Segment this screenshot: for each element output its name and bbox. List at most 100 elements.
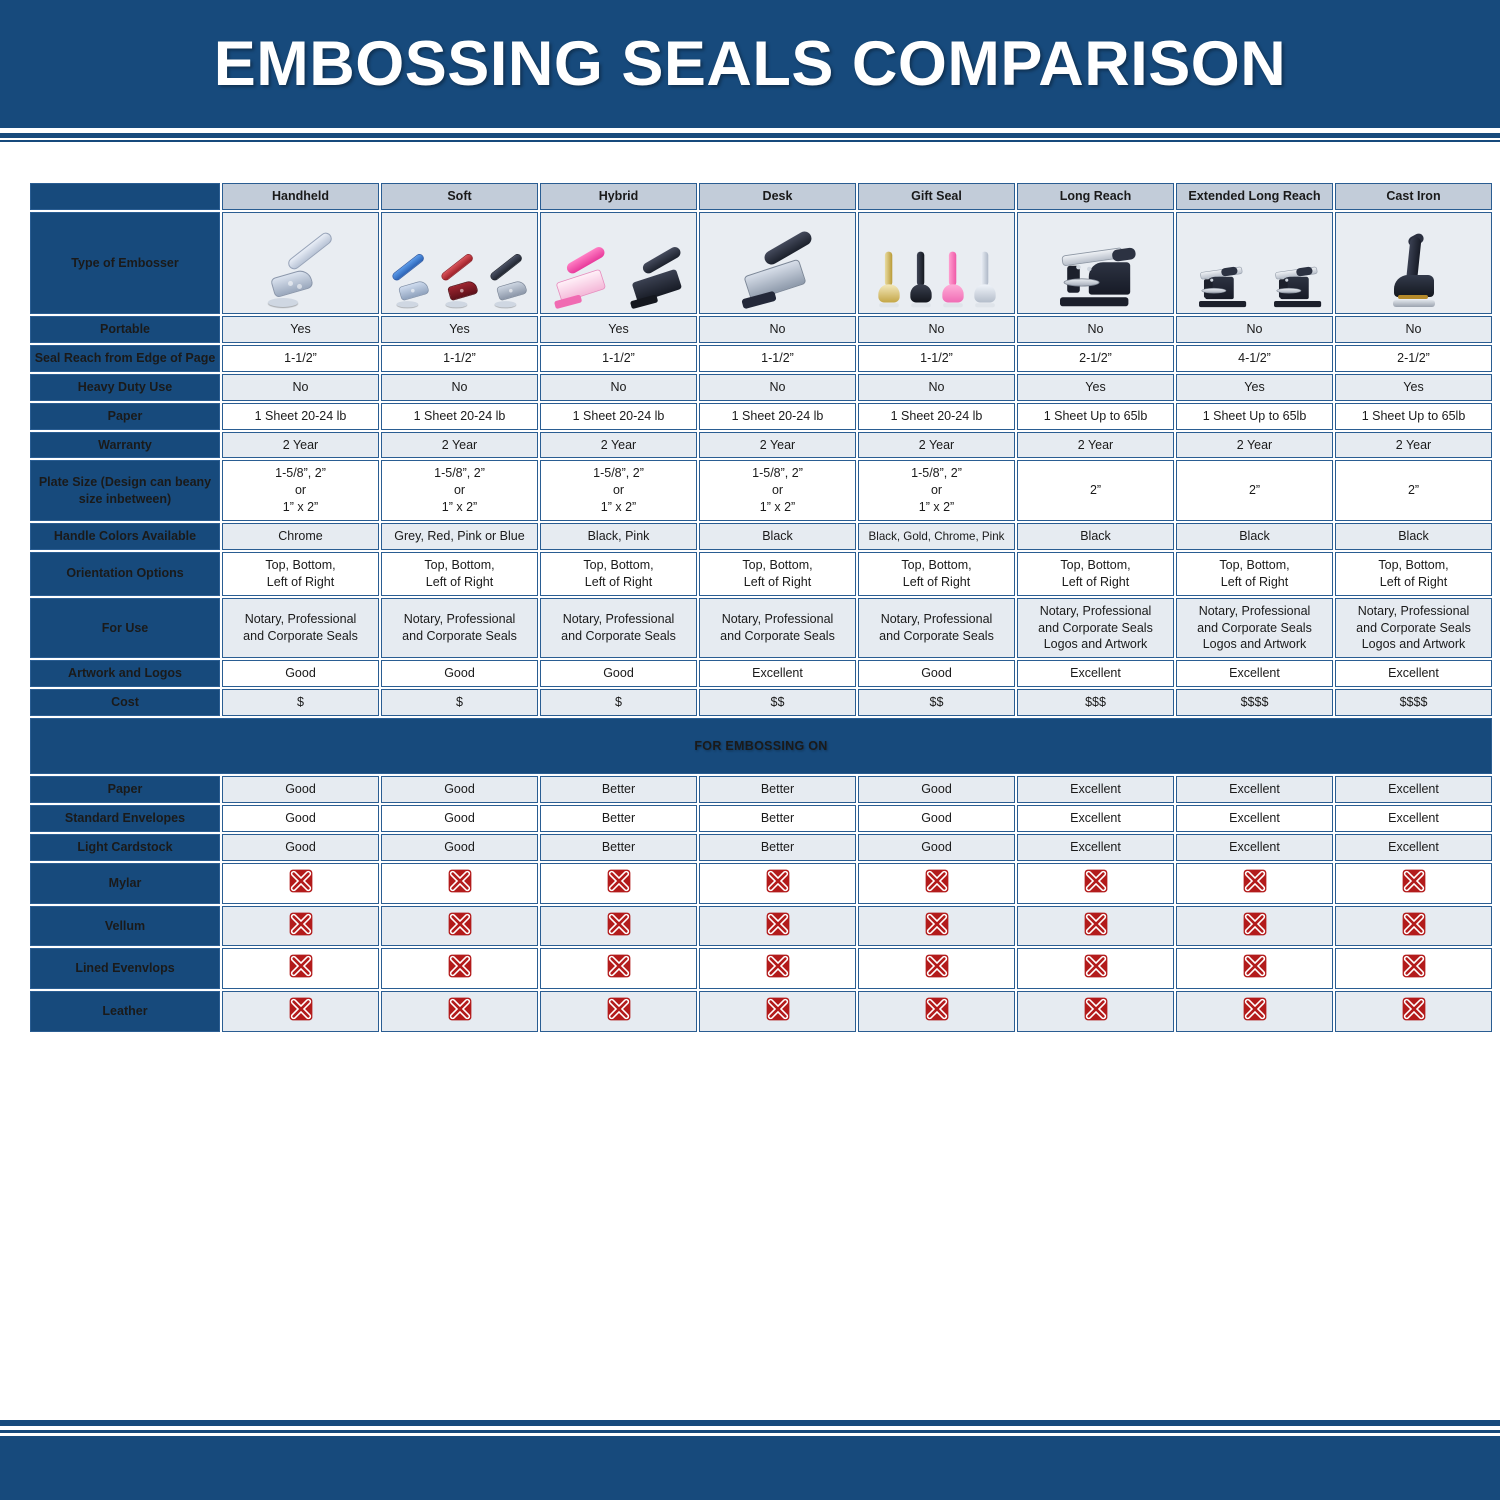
cell: $ bbox=[381, 689, 538, 716]
column-header-long-reach: Long Reach bbox=[1017, 183, 1174, 210]
x-mark-icon bbox=[924, 953, 950, 979]
cell: Better bbox=[540, 833, 697, 861]
soft-embosser-icon-grey bbox=[488, 252, 528, 309]
cell: 1-5/8”, 2” or 1” x 2” bbox=[222, 460, 379, 521]
cell: 1 Sheet 20-24 lb bbox=[699, 402, 856, 430]
column-header-cast-iron: Cast Iron bbox=[1335, 183, 1492, 210]
cell: Yes bbox=[222, 316, 379, 343]
soft-embosser-icon-blue bbox=[390, 252, 430, 309]
cell: Good bbox=[858, 776, 1015, 803]
x-mark-icon bbox=[765, 996, 791, 1022]
row-label-handle-colors: Handle Colors Available bbox=[30, 523, 220, 550]
column-header-hybrid: Hybrid bbox=[540, 183, 697, 210]
table-head: Handheld Soft Hybrid Desk Gift Seal Long… bbox=[30, 183, 1492, 210]
cell-x bbox=[1335, 862, 1492, 904]
cell: Notary, Professional and Corporate Seals bbox=[540, 597, 697, 659]
table-row: Heavy Duty Use No No No No No Yes Yes Ye… bbox=[30, 373, 1492, 401]
cell: Good bbox=[222, 804, 379, 832]
cell: Top, Bottom, Left of Right bbox=[381, 551, 538, 596]
soft-embosser-icon-red bbox=[439, 252, 479, 309]
cell: Top, Bottom, Left of Right bbox=[222, 551, 379, 596]
extended-long-reach-icon-b bbox=[1269, 263, 1322, 309]
embosser-image-handheld bbox=[222, 212, 379, 314]
table-row: Leather bbox=[30, 991, 1492, 1033]
cell: $$$$ bbox=[1335, 689, 1492, 716]
cell: 2” bbox=[1335, 460, 1492, 521]
table-row: Type of Embosser bbox=[30, 212, 1492, 314]
cell: $ bbox=[540, 689, 697, 716]
long-reach-embosser-icon bbox=[1052, 242, 1138, 309]
x-mark-icon bbox=[606, 953, 632, 979]
row-label-leather: Leather bbox=[30, 991, 220, 1033]
cell-x bbox=[699, 862, 856, 904]
cell: Good bbox=[381, 833, 538, 861]
cell: Better bbox=[699, 833, 856, 861]
cell: $$ bbox=[699, 689, 856, 716]
gift-seal-icon-black bbox=[908, 250, 933, 309]
cell: 1 Sheet Up to 65lb bbox=[1017, 402, 1174, 430]
cell: Top, Bottom, Left of Right bbox=[699, 551, 856, 596]
comparison-table-wrap: Handheld Soft Hybrid Desk Gift Seal Long… bbox=[28, 181, 1492, 1034]
comparison-table: Handheld Soft Hybrid Desk Gift Seal Long… bbox=[28, 181, 1494, 1034]
cell: Excellent bbox=[1335, 776, 1492, 803]
x-mark-icon bbox=[1401, 868, 1427, 894]
embosser-image-long-reach bbox=[1017, 212, 1174, 314]
x-mark-icon bbox=[1083, 953, 1109, 979]
x-mark-icon bbox=[288, 953, 314, 979]
cell: 1 Sheet 20-24 lb bbox=[540, 402, 697, 430]
gift-seal-icon-gold bbox=[876, 250, 901, 309]
cell-x bbox=[381, 905, 538, 947]
cell-x bbox=[858, 991, 1015, 1033]
row-label-light-cardstock: Light Cardstock bbox=[30, 833, 220, 861]
cell: Grey, Red, Pink or Blue bbox=[381, 523, 538, 550]
cell-x bbox=[222, 862, 379, 904]
x-mark-icon bbox=[1083, 911, 1109, 937]
cell-x bbox=[222, 948, 379, 990]
cell: No bbox=[1176, 316, 1333, 343]
cell: 2” bbox=[1176, 460, 1333, 521]
cell-x bbox=[540, 948, 697, 990]
extended-long-reach-icon-a bbox=[1194, 263, 1247, 309]
x-mark-icon bbox=[1242, 953, 1268, 979]
cell: 2 Year bbox=[222, 431, 379, 459]
cell-x bbox=[1335, 948, 1492, 990]
page-title: EMBOSSING SEALS COMPARISON bbox=[213, 29, 1287, 99]
embosser-image-soft bbox=[381, 212, 538, 314]
x-mark-icon bbox=[447, 996, 473, 1022]
x-mark-icon bbox=[1083, 996, 1109, 1022]
x-mark-icon bbox=[1242, 868, 1268, 894]
cell: Yes bbox=[540, 316, 697, 343]
row-label-emb-paper: Paper bbox=[30, 776, 220, 803]
cell-x bbox=[1017, 991, 1174, 1033]
cell-x bbox=[1017, 905, 1174, 947]
cell-x bbox=[381, 991, 538, 1033]
cell: Black, Pink bbox=[540, 523, 697, 550]
cell: Good bbox=[540, 660, 697, 688]
cell: Good bbox=[222, 833, 379, 861]
row-label-heavy-duty-use: Heavy Duty Use bbox=[30, 373, 220, 401]
table-row: Seal Reach from Edge of Page 1-1/2” 1-1/… bbox=[30, 344, 1492, 372]
cell: Good bbox=[858, 833, 1015, 861]
table-row: Standard Envelopes Good Good Better Bett… bbox=[30, 804, 1492, 832]
cell: Notary, Professional and Corporate Seals bbox=[858, 597, 1015, 659]
cell: No bbox=[699, 316, 856, 343]
row-label-warranty: Warranty bbox=[30, 431, 220, 459]
gift-seal-icon-pink bbox=[940, 250, 965, 309]
cell: Better bbox=[540, 804, 697, 832]
cell: 1-1/2” bbox=[699, 344, 856, 372]
cell: 2 Year bbox=[858, 431, 1015, 459]
table-row: Paper Good Good Better Better Good Excel… bbox=[30, 776, 1492, 803]
column-header-handheld: Handheld bbox=[222, 183, 379, 210]
bottom-rule-thin bbox=[0, 1430, 1500, 1433]
cell: $$$ bbox=[1017, 689, 1174, 716]
x-mark-icon bbox=[288, 868, 314, 894]
cell: Notary, Professional and Corporate Seals bbox=[222, 597, 379, 659]
embosser-image-hybrid bbox=[540, 212, 697, 314]
hybrid-embosser-icon-pink bbox=[551, 244, 609, 310]
bottom-rule-thick bbox=[0, 1420, 1500, 1426]
cell: 2-1/2” bbox=[1017, 344, 1174, 372]
cell: No bbox=[540, 373, 697, 401]
cell: Good bbox=[858, 804, 1015, 832]
cell-x bbox=[381, 862, 538, 904]
table-header-row: Handheld Soft Hybrid Desk Gift Seal Long… bbox=[30, 183, 1492, 210]
